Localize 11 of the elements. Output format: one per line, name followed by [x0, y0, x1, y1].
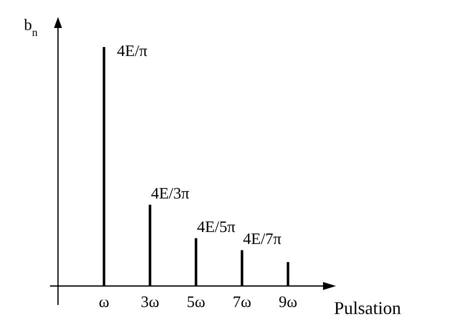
annotation: 4E/3π — [151, 186, 190, 203]
annotation: 4E/π — [117, 43, 148, 60]
x-tick-label: 5ω — [186, 294, 206, 311]
annotation: 4E/7π — [243, 231, 282, 248]
x-tick-label: 9ω — [278, 294, 298, 311]
annotation: 4E/5π — [197, 219, 236, 236]
x-axis-title: Pulsation — [334, 298, 402, 318]
y-axis-title: b$_{n}$ — [24, 17, 38, 39]
x-tick-label: 3ω — [140, 294, 160, 311]
x-tick-label: 7ω — [232, 294, 252, 311]
x-tick-label: ω — [98, 294, 110, 311]
